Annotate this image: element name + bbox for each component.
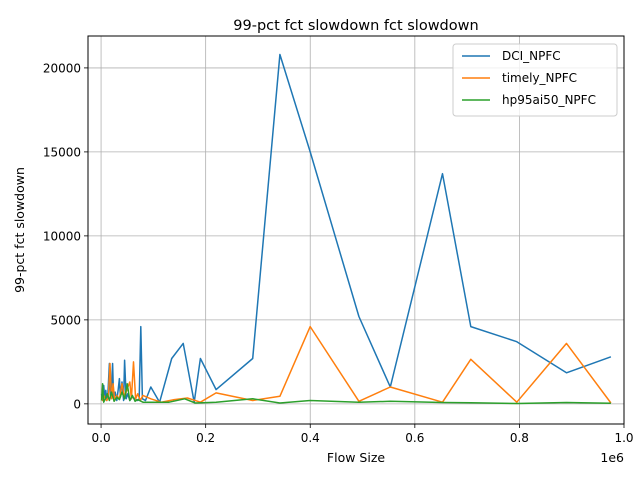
x-tick-label: 0.2 bbox=[196, 431, 215, 445]
x-tick-label: 0.0 bbox=[92, 431, 111, 445]
plot-frame bbox=[87, 35, 625, 425]
chart-title: 99-pct fct slowdown fct slowdown bbox=[233, 18, 478, 34]
y-tick-label: 15000 bbox=[43, 145, 81, 159]
series-line-hp95ai50-npfc bbox=[100, 382, 611, 405]
legend-box bbox=[452, 43, 618, 117]
y-tick-label: 10000 bbox=[43, 229, 81, 243]
legend-label: DCI_NPFC bbox=[502, 49, 561, 63]
x-tick-label: 0.6 bbox=[405, 431, 424, 445]
x-tick-label: 0.8 bbox=[510, 431, 529, 445]
x-tick-label: 1.0 bbox=[614, 431, 633, 445]
x-tick-label: 0.4 bbox=[301, 431, 320, 445]
legend-label: hp95ai50_NPFC bbox=[502, 93, 596, 107]
y-axis-ticks: 0 5000 10000 15000 20000 bbox=[43, 61, 88, 411]
series-line-timely-npfc bbox=[100, 325, 612, 404]
series-lines bbox=[100, 53, 612, 405]
y-tick-label: 0 bbox=[73, 397, 81, 411]
y-tick-label: 5000 bbox=[50, 313, 81, 327]
x-axis-offset-label: 1e6 bbox=[600, 450, 624, 465]
y-tick-label: 20000 bbox=[43, 61, 81, 75]
x-axis-ticks: 0.0 0.2 0.4 0.6 0.8 1.0 bbox=[92, 424, 634, 445]
x-axis-label: Flow Size bbox=[327, 450, 385, 465]
y-axis-label: 99-pct fct slowdown bbox=[12, 167, 27, 293]
legend-label: timely_NPFC bbox=[502, 71, 577, 85]
legend: DCI_NPFC timely_NPFC hp95ai50_NPFC bbox=[452, 43, 618, 117]
